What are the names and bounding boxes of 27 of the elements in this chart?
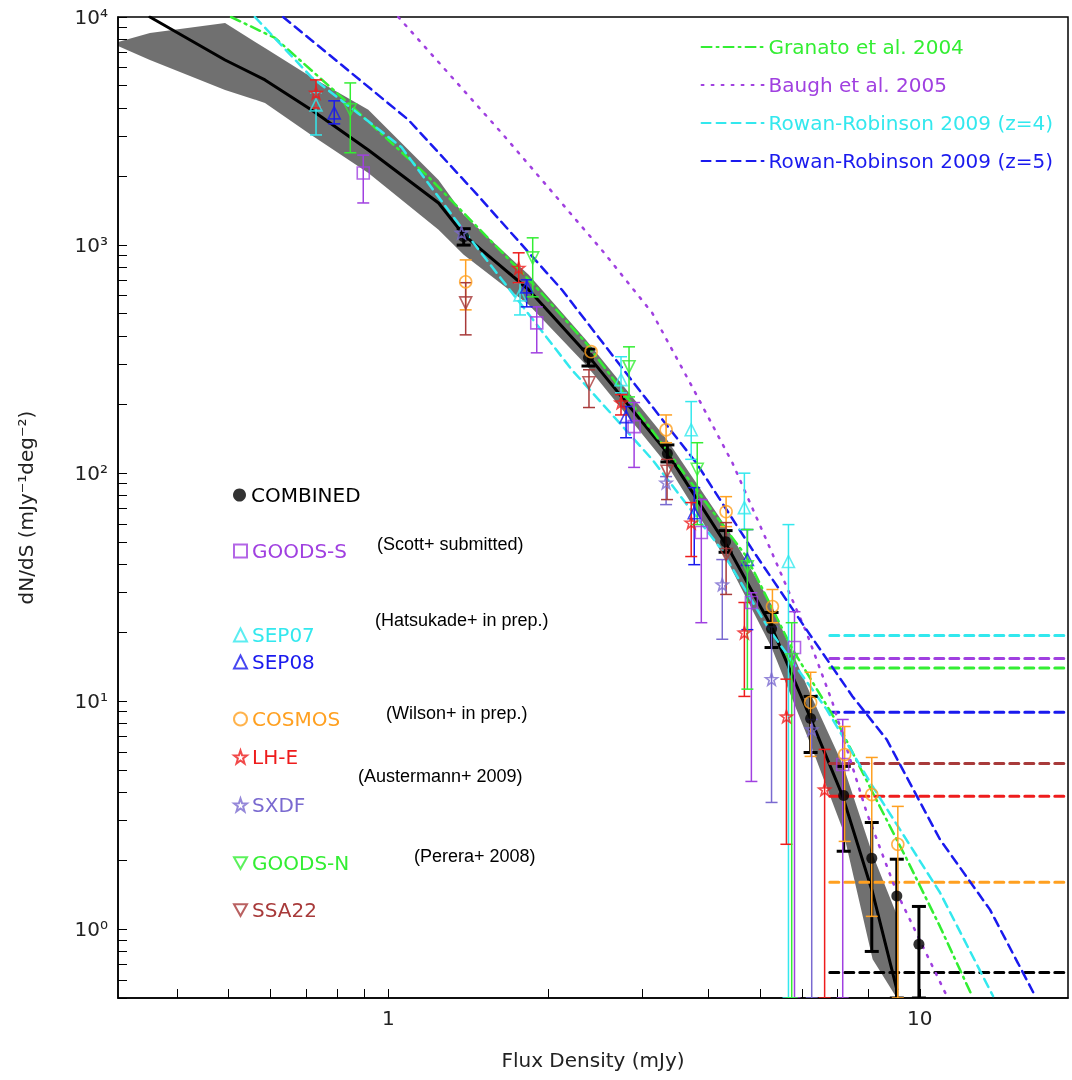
legend-label: GOODS-N <box>252 851 350 875</box>
legend-label: COSMOS <box>252 707 341 731</box>
legend-label: GOODS-S <box>252 539 347 563</box>
legend-label: Rowan-Robinson 2009 (z=5) <box>768 149 1053 173</box>
legend-label: SXDF <box>252 793 306 817</box>
legend-label: COMBINED <box>251 483 361 507</box>
x-tick-label: 1 <box>381 1006 395 1030</box>
x-tick-label: 10 <box>907 1006 933 1030</box>
legend-label: SEP07 <box>252 623 315 647</box>
legend-label: Rowan-Robinson 2009 (z=4) <box>768 111 1053 135</box>
annotation: (Scott+ submitted) <box>377 534 524 554</box>
y-tick-label: 10³ <box>74 233 108 258</box>
legend-label: LH-E <box>252 745 299 769</box>
y-tick-label: 10⁴ <box>74 5 108 29</box>
y-tick-label: 10⁰ <box>74 917 108 942</box>
x-axis-title: Flux Density (mJy) <box>501 1048 685 1072</box>
y-tick-label: 10¹ <box>74 689 108 714</box>
annotation: (Austermann+ 2009) <box>358 766 523 786</box>
y-axis-title: dN/dS (mJy⁻¹deg⁻²) <box>14 410 38 605</box>
y-tick-label: 10² <box>74 461 108 486</box>
legend-label: Baugh et al. 2005 <box>768 73 947 97</box>
annotation: (Hatsukade+ in prep.) <box>375 610 549 630</box>
annotation: (Perera+ 2008) <box>414 846 536 866</box>
legend-label: SEP08 <box>252 650 315 674</box>
legend-label: SSA22 <box>252 898 317 922</box>
legend-label: Granato et al. 2004 <box>768 35 964 59</box>
annotation: (Wilson+ in prep.) <box>386 703 528 723</box>
